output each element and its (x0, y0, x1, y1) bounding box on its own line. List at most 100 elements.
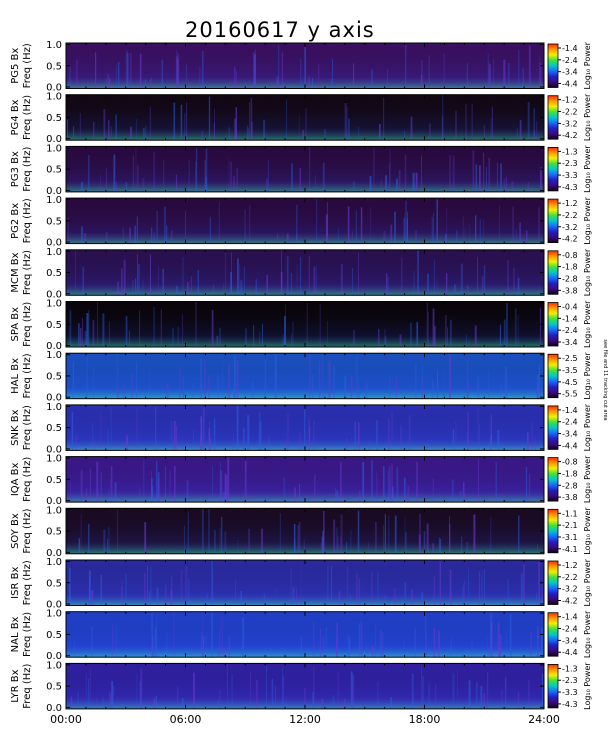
spectral-streak (164, 466, 166, 503)
spectral-streak (221, 614, 223, 658)
spectral-streak (110, 126, 112, 141)
y-tick-label: 0.0 (46, 600, 62, 611)
spectral-streak (177, 59, 179, 89)
spectral-streak (340, 462, 342, 503)
spectral-streak (501, 690, 503, 709)
spectral-streak (142, 177, 145, 192)
spectral-streak (442, 95, 444, 141)
y-tick-label: 0.0 (46, 186, 62, 197)
spectral-streak (214, 108, 215, 141)
y-tick-label: 1.0 (46, 557, 62, 568)
spectral-streak (394, 587, 396, 606)
colorbar (547, 508, 559, 554)
spectral-streak (209, 438, 212, 451)
spectral-streak (371, 571, 373, 606)
spectral-streak (447, 327, 448, 347)
y-axis-label-station: PG5 Bx (10, 48, 21, 84)
spectral-streak (308, 645, 310, 658)
spectral-streak (221, 516, 223, 554)
panel-mcm: 0.0 0.5 1.0 MCM Bx Freq (Hz) -0.8 -1.8 -2.8 -3.8… (10, 247, 592, 300)
spectral-streak (384, 328, 386, 347)
spectral-streak (360, 620, 363, 658)
spectral-streak (358, 386, 360, 399)
spectral-streak (331, 78, 333, 89)
spectral-streak (206, 593, 208, 606)
spectral-streak (227, 457, 230, 503)
spectral-streak (166, 382, 169, 399)
spectral-streak (517, 277, 520, 296)
spectral-streak (408, 415, 411, 451)
spectral-streak (172, 328, 174, 347)
spectral-streak (138, 264, 140, 296)
colorbar-label: Log₁₀ Power (583, 352, 592, 400)
y-tick-label: 0.0 (46, 134, 62, 145)
spectral-streak (313, 420, 315, 451)
spectral-streak (96, 461, 99, 503)
spectral-streak (299, 167, 301, 192)
spectral-streak (418, 534, 421, 554)
spectral-streak (209, 422, 211, 451)
spectral-streak (169, 469, 171, 503)
spectral-streak (237, 258, 239, 296)
spectral-streak (158, 266, 159, 296)
spectral-streak (274, 590, 276, 606)
spectral-streak (89, 668, 91, 709)
spectral-streak (472, 150, 475, 192)
spectral-streak (385, 175, 388, 192)
spectral-streak (381, 632, 384, 658)
colorbar-tick-label: -4.5 (562, 378, 578, 387)
spectral-streak (460, 491, 462, 503)
spectral-streak (249, 672, 251, 709)
colorbar-tick-label: -3.3 (562, 171, 578, 180)
spectral-streak (410, 322, 412, 347)
spectral-streak (219, 327, 221, 347)
y-tick-label: 1.0 (46, 299, 62, 310)
spectral-streak (390, 467, 391, 503)
spectral-streak (346, 632, 348, 658)
spectral-streak (239, 263, 241, 296)
spectral-streak (228, 363, 230, 399)
spectral-streak (443, 369, 444, 399)
spectral-streak (231, 252, 232, 296)
spectral-streak (192, 382, 194, 399)
spectral-streak (216, 335, 219, 347)
spectral-streak (337, 670, 339, 709)
spectral-streak (148, 591, 151, 606)
spectral-streak (217, 647, 219, 658)
y-axis-label-station: PG4 Bx (10, 99, 21, 135)
spectral-streak (351, 230, 353, 244)
spectral-streak (69, 310, 72, 347)
spectral-streak (109, 691, 111, 709)
spectral-streak (208, 509, 210, 554)
spectral-streak (144, 522, 147, 554)
spectral-streak (102, 697, 104, 709)
spectral-streak (187, 281, 189, 296)
colorbar (547, 457, 559, 502)
spectral-streak (156, 587, 159, 606)
spectral-streak (516, 127, 518, 141)
spectral-streak (391, 411, 393, 451)
spectral-streak (395, 377, 397, 399)
spectral-streak (497, 430, 500, 451)
spectral-streak (503, 59, 506, 89)
y-axis-label-station: NAL Bx (10, 616, 21, 652)
spectral-streak (348, 636, 351, 658)
spectral-streak (455, 110, 457, 141)
spectral-streak (73, 126, 75, 141)
spectral-streak (187, 282, 189, 296)
spectral-streak (224, 473, 227, 503)
colorbar-tick-label: -3.3 (562, 688, 578, 697)
y-tick-label: 0.0 (46, 444, 62, 455)
spectral-streak (151, 478, 153, 503)
spectral-streak (541, 674, 544, 709)
panel-soy: 0.0 0.5 1.0 SOY Bx Freq (Hz) -1.1 -2.1 -3.1 -4.1… (10, 505, 592, 559)
x-tick-label: 24:00 (528, 713, 560, 726)
spectral-streak (202, 636, 205, 658)
spectral-streak (506, 628, 508, 658)
y-axis-label-station: SNK Bx (10, 409, 21, 445)
spectral-streak (201, 131, 203, 141)
spectral-streak (483, 265, 486, 296)
spectral-streak (224, 531, 227, 554)
spectral-streak (217, 699, 220, 709)
spectral-streak (136, 119, 138, 141)
